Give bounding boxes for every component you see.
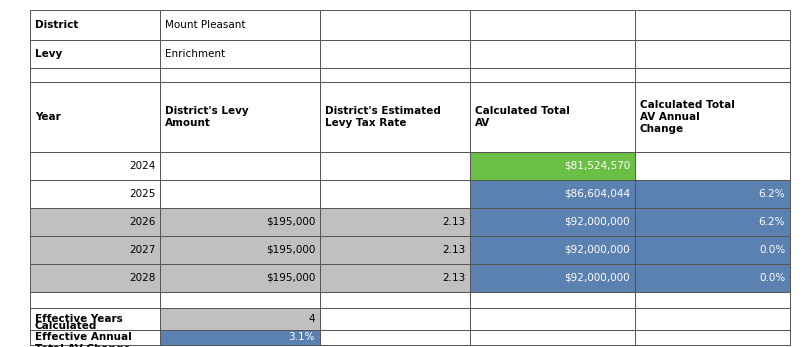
Text: 2.13: 2.13 bbox=[442, 245, 465, 255]
Bar bbox=[470, 68, 635, 82]
Bar bbox=[635, 208, 790, 236]
Bar bbox=[635, 236, 790, 264]
Bar bbox=[470, 180, 635, 208]
Bar bbox=[320, 82, 470, 152]
Text: Levy: Levy bbox=[35, 49, 62, 59]
Bar bbox=[320, 264, 470, 292]
Bar bbox=[320, 152, 470, 180]
Text: 2027: 2027 bbox=[129, 245, 156, 255]
Text: $195,000: $195,000 bbox=[266, 217, 315, 227]
Text: Enrichment: Enrichment bbox=[165, 49, 225, 59]
Bar bbox=[160, 292, 320, 308]
Text: $86,604,044: $86,604,044 bbox=[564, 189, 630, 199]
Text: 2.13: 2.13 bbox=[442, 273, 465, 283]
Bar bbox=[635, 180, 790, 208]
Bar bbox=[160, 208, 320, 236]
Text: 2.13: 2.13 bbox=[442, 217, 465, 227]
Text: 6.2%: 6.2% bbox=[759, 217, 785, 227]
Bar bbox=[30, 82, 160, 152]
Bar bbox=[320, 10, 470, 40]
Bar bbox=[320, 68, 470, 82]
Text: Calculated Total
AV: Calculated Total AV bbox=[475, 106, 569, 128]
Bar bbox=[30, 308, 160, 330]
Bar bbox=[160, 82, 320, 152]
Text: 3.1%: 3.1% bbox=[288, 332, 315, 342]
Bar bbox=[30, 330, 160, 345]
Text: 2028: 2028 bbox=[129, 273, 156, 283]
Bar bbox=[470, 236, 635, 264]
Text: Calculated
Effective Annual
Total AV Change: Calculated Effective Annual Total AV Cha… bbox=[35, 321, 131, 347]
Text: 0.0%: 0.0% bbox=[759, 245, 785, 255]
Text: 2026: 2026 bbox=[129, 217, 156, 227]
Bar bbox=[30, 264, 160, 292]
Bar bbox=[30, 40, 160, 68]
Bar bbox=[30, 10, 160, 40]
Bar bbox=[470, 10, 635, 40]
Bar bbox=[30, 292, 160, 308]
Bar bbox=[470, 152, 635, 180]
Bar bbox=[635, 82, 790, 152]
Bar bbox=[635, 10, 790, 40]
Bar bbox=[30, 180, 160, 208]
Bar bbox=[635, 40, 790, 68]
Text: 2024: 2024 bbox=[129, 161, 156, 171]
Text: $81,524,570: $81,524,570 bbox=[564, 161, 630, 171]
Bar bbox=[635, 264, 790, 292]
Bar bbox=[320, 330, 470, 345]
Bar bbox=[320, 180, 470, 208]
Bar bbox=[160, 308, 320, 330]
Bar bbox=[160, 10, 320, 40]
Text: 2025: 2025 bbox=[129, 189, 156, 199]
Bar bbox=[160, 180, 320, 208]
Bar bbox=[635, 308, 790, 330]
Bar bbox=[470, 292, 635, 308]
Bar bbox=[320, 236, 470, 264]
Bar bbox=[470, 330, 635, 345]
Bar bbox=[635, 68, 790, 82]
Bar bbox=[635, 292, 790, 308]
Bar bbox=[470, 40, 635, 68]
Bar bbox=[160, 152, 320, 180]
Bar bbox=[160, 264, 320, 292]
Bar bbox=[470, 208, 635, 236]
Text: 6.2%: 6.2% bbox=[759, 189, 785, 199]
Text: Calculated Total
AV Annual
Change: Calculated Total AV Annual Change bbox=[640, 100, 735, 134]
Bar bbox=[160, 330, 320, 345]
Bar bbox=[30, 152, 160, 180]
Bar bbox=[470, 308, 635, 330]
Bar bbox=[320, 40, 470, 68]
Text: District's Levy
Amount: District's Levy Amount bbox=[165, 106, 249, 128]
Bar bbox=[320, 208, 470, 236]
Text: Year: Year bbox=[35, 112, 61, 122]
Bar bbox=[635, 330, 790, 345]
Text: $92,000,000: $92,000,000 bbox=[565, 273, 630, 283]
Bar bbox=[160, 236, 320, 264]
Text: $195,000: $195,000 bbox=[266, 273, 315, 283]
Text: 4: 4 bbox=[309, 314, 315, 324]
Bar bbox=[30, 236, 160, 264]
Text: $92,000,000: $92,000,000 bbox=[565, 245, 630, 255]
Text: District's Estimated
Levy Tax Rate: District's Estimated Levy Tax Rate bbox=[325, 106, 441, 128]
Text: Effective Years: Effective Years bbox=[35, 314, 122, 324]
Bar bbox=[320, 292, 470, 308]
Text: $195,000: $195,000 bbox=[266, 245, 315, 255]
Bar bbox=[470, 264, 635, 292]
Bar bbox=[160, 68, 320, 82]
Text: District: District bbox=[35, 20, 79, 30]
Bar bbox=[30, 68, 160, 82]
Bar bbox=[470, 82, 635, 152]
Bar bbox=[635, 152, 790, 180]
Text: 0.0%: 0.0% bbox=[759, 273, 785, 283]
Bar bbox=[320, 308, 470, 330]
Bar bbox=[30, 208, 160, 236]
Text: $92,000,000: $92,000,000 bbox=[565, 217, 630, 227]
Bar bbox=[160, 40, 320, 68]
Text: Mount Pleasant: Mount Pleasant bbox=[165, 20, 245, 30]
